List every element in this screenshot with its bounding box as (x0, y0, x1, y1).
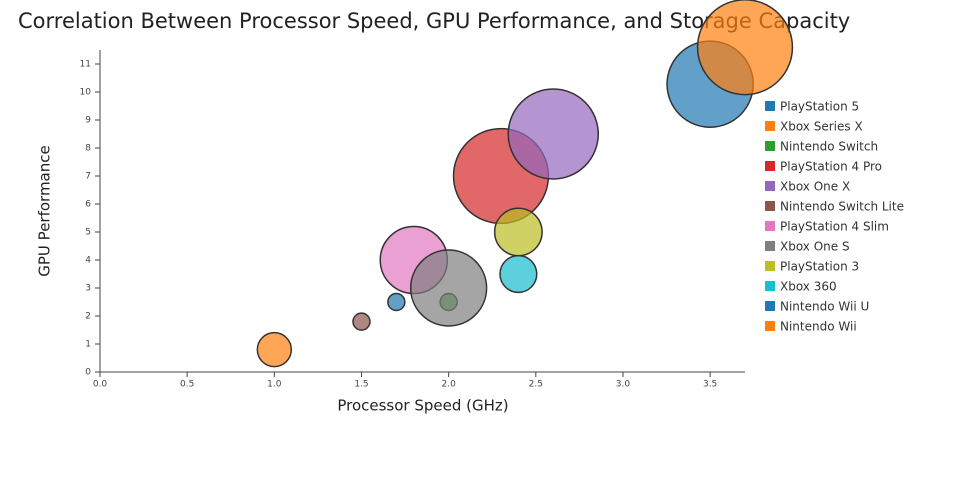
legend-swatch (765, 121, 775, 131)
legend-label: PlayStation 5 (780, 100, 859, 114)
legend-swatch (765, 301, 775, 311)
x-tick-label: 3.0 (616, 380, 631, 390)
legend-swatch (765, 181, 775, 191)
y-tick-label: 1 (85, 340, 91, 350)
y-tick-label: 4 (85, 256, 91, 266)
bubble (499, 254, 538, 294)
bubble (256, 331, 293, 368)
bubble (387, 292, 406, 312)
legend-swatch (765, 201, 775, 211)
y-tick-label: 11 (80, 60, 91, 70)
y-tick-label: 3 (85, 284, 91, 294)
legend-swatch (765, 221, 775, 231)
y-tick-label: 9 (85, 116, 91, 126)
legend-label: Nintendo Switch (780, 140, 878, 154)
bubble (696, 0, 794, 96)
legend-label: Nintendo Wii U (780, 300, 869, 314)
bubble (352, 312, 371, 331)
bubble (493, 207, 543, 257)
y-tick-label: 2 (85, 312, 91, 322)
legend-swatch (765, 161, 775, 171)
legend-label: Nintendo Wii (780, 320, 857, 334)
legend-label: PlayStation 3 (780, 260, 859, 274)
x-tick-label: 0.5 (180, 380, 194, 390)
legend-swatch (765, 261, 775, 271)
legend-label: Xbox Series X (780, 120, 863, 134)
plot-area (256, 0, 794, 368)
legend-swatch (765, 141, 775, 151)
legend-swatch (765, 281, 775, 291)
y-tick-label: 7 (85, 172, 91, 182)
legend-swatch (765, 101, 775, 111)
legend-label: Xbox One S (780, 240, 850, 254)
x-tick-label: 1.5 (354, 380, 368, 390)
legend-label: PlayStation 4 Pro (780, 160, 882, 174)
legend-swatch (765, 241, 775, 251)
bubble (507, 88, 599, 180)
x-tick-label: 2.5 (529, 380, 543, 390)
legend-label: Nintendo Switch Lite (780, 200, 904, 214)
bubble (409, 249, 488, 327)
x-tick-label: 2.0 (441, 380, 456, 390)
x-axis-label: Processor Speed (GHz) (337, 397, 508, 415)
y-axis-label: GPU Performance (36, 145, 54, 276)
legend-label: Xbox One X (780, 180, 850, 194)
y-tick-label: 10 (80, 88, 92, 98)
y-tick-label: 8 (85, 144, 91, 154)
y-tick-label: 6 (85, 200, 91, 210)
legend-label: PlayStation 4 Slim (780, 220, 889, 234)
x-tick-label: 3.5 (703, 380, 717, 390)
y-tick-label: 0 (85, 368, 91, 378)
x-tick-label: 1.0 (267, 380, 282, 390)
legend-label: Xbox 360 (780, 280, 837, 294)
y-tick-label: 5 (85, 228, 91, 238)
legend-swatch (765, 321, 775, 331)
x-tick-label: 0.0 (93, 380, 108, 390)
